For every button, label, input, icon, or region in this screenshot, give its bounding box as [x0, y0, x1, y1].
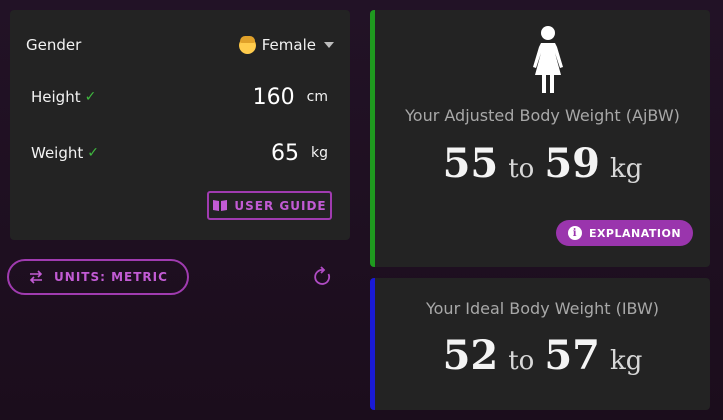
- gender-row: Gender Female: [10, 34, 350, 56]
- user-guide-button[interactable]: USER GUIDE: [207, 191, 332, 220]
- weight-check-icon: ✓: [87, 145, 99, 161]
- ibw-to: to: [508, 346, 535, 376]
- explanation-label: EXPLANATION: [588, 226, 682, 240]
- book-icon: [213, 200, 228, 211]
- ibw-result-card: Your Ideal Body Weight (IBW) 52 to 57 kg: [370, 278, 710, 410]
- height-row: Height ✓ cm: [10, 84, 350, 110]
- ajbw-value: 55 to 59 kg: [375, 140, 710, 187]
- height-unit: cm: [306, 89, 328, 105]
- weight-input[interactable]: [219, 140, 299, 166]
- ajbw-result-card: Your Adjusted Body Weight (AjBW) 55 to 5…: [370, 10, 710, 267]
- height-check-icon: ✓: [84, 89, 97, 105]
- ajbw-to: to: [508, 154, 535, 184]
- woman-figure-icon: [533, 26, 563, 93]
- gender-label: Gender: [26, 36, 82, 54]
- caret-down-icon: [324, 42, 334, 48]
- ajbw-high: 59: [544, 140, 601, 187]
- explanation-button[interactable]: i EXPLANATION: [556, 220, 693, 246]
- ibw-unit: kg: [610, 346, 643, 376]
- ibw-high: 57: [544, 332, 601, 379]
- weight-label: Weight: [31, 144, 84, 162]
- woman-emoji-icon: [238, 35, 256, 54]
- units-toggle-button[interactable]: UNITS: METRIC: [7, 259, 189, 295]
- gender-select[interactable]: Female: [238, 35, 334, 54]
- ajbw-low: 55: [442, 140, 499, 187]
- input-card: Gender Female Height ✓ cm Weight ✓ kg US…: [10, 10, 350, 240]
- height-label: Height: [31, 88, 81, 106]
- ajbw-unit: kg: [610, 154, 643, 184]
- user-guide-label: USER GUIDE: [234, 198, 327, 213]
- ibw-value: 52 to 57 kg: [375, 332, 710, 379]
- swap-icon: [29, 270, 43, 284]
- gender-value: Female: [261, 36, 316, 54]
- weight-unit: kg: [311, 145, 328, 161]
- refresh-icon[interactable]: [313, 266, 333, 288]
- info-icon: i: [567, 226, 582, 240]
- weight-row: Weight ✓ kg: [10, 140, 350, 166]
- ibw-label: Your Ideal Body Weight (IBW): [425, 299, 660, 318]
- ibw-low: 52: [442, 332, 499, 379]
- height-input[interactable]: [214, 84, 295, 110]
- ajbw-label: Your Adjusted Body Weight (AjBW): [405, 106, 680, 125]
- units-label: UNITS: METRIC: [54, 270, 168, 284]
